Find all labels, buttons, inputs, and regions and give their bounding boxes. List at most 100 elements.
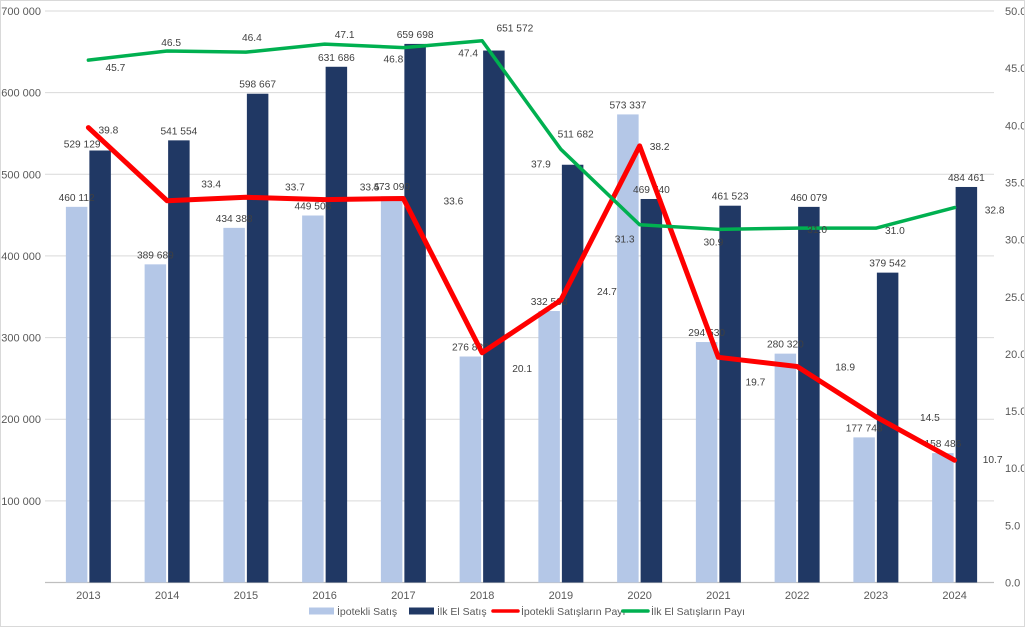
bar-ilk-el-satis-2015	[246, 93, 269, 583]
right-axis-tick-label: 45.0	[1005, 63, 1025, 75]
left-axis-tick-label: 100 000	[1, 496, 41, 508]
data-label-ilk-el-satis-2021: 461 523	[712, 192, 749, 203]
category-label-2019: 2019	[549, 590, 573, 602]
right-axis-tick-label: 0.0	[1005, 578, 1020, 590]
bar-ipotekli-satis-2015	[223, 227, 245, 583]
category-label-2024: 2024	[942, 590, 966, 602]
data-label-ipotekli-satislarin-payi-2015: 33.7	[285, 182, 305, 193]
data-label-ipotekli-satis-2020: 573 337	[609, 100, 646, 111]
data-label-ilk-el-satislarin-payi-2021: 30.9	[703, 237, 723, 248]
right-axis-labels: 50.0 45.0 40.0 35.0 30.0 25.0 20.0 15.0 10.0 5.0 0…	[1005, 6, 1025, 590]
data-label-ipotekli-satis-2014: 389 689	[137, 250, 174, 261]
data-label-ipotekli-satis-2024: 158 486	[924, 439, 961, 450]
data-label-ipotekli-satislarin-payi-2018: 20.1	[512, 364, 532, 375]
bar-ipotekli-satis-2023	[853, 437, 875, 583]
data-label-ipotekli-satislarin-payi-2016: 33.5	[360, 183, 380, 194]
data-label-ipotekli-satis-2022: 280 320	[767, 340, 804, 351]
data-label-ilk-el-satis-2019: 511 682	[558, 130, 594, 141]
category-label-2018: 2018	[470, 590, 494, 602]
data-label-ipotekli-satislarin-payi-2021: 19.7	[745, 377, 765, 388]
legend-label-ilk-el-satis: İlk El Satış	[437, 605, 487, 618]
data-label-ilk-el-satis-2015: 598 667	[239, 80, 276, 91]
data-label-ilk-el-satislarin-payi-2015: 46.4	[242, 33, 262, 44]
data-label-ilk-el-satislarin-payi-2016: 47.1	[335, 30, 355, 41]
bar-ipotekli-satis-2021	[695, 342, 718, 583]
data-label-ilk-el-satis-2014: 541 554	[160, 126, 197, 137]
line-ipotekli-satislarin-payi	[85, 125, 958, 463]
data-label-ilk-el-satis-2016: 631 686	[318, 53, 355, 64]
right-axis-tick-label: 20.0	[1005, 349, 1025, 361]
data-label-ipotekli-satislarin-payi-2014: 33.4	[201, 180, 221, 191]
category-label-2023: 2023	[864, 590, 888, 602]
category-label-2017: 2017	[391, 590, 415, 602]
gridlines	[45, 10, 994, 502]
bar-ilk-el-satis-2020	[640, 198, 663, 583]
category-label-2016: 2016	[312, 590, 336, 602]
bar-ilk-el-satis-2021	[719, 205, 741, 583]
category-label-2014: 2014	[155, 590, 179, 602]
data-label-ipotekli-satislarin-payi-2020: 38.2	[650, 142, 670, 153]
right-axis-tick-label: 25.0	[1005, 292, 1025, 304]
right-axis-tick-label: 50.0	[1005, 6, 1025, 18]
left-axis-tick-label: 300 000	[1, 333, 41, 345]
data-label-ipotekli-satislarin-payi-2019: 24.7	[597, 287, 617, 298]
data-label-ipotekli-satis-2023: 177 748	[846, 423, 883, 434]
data-label-ipotekli-satis-2016: 449 508	[294, 202, 331, 213]
left-axis-labels: 700 000 600 000 500 000 400 000 300 000 200 0…	[1, 6, 41, 508]
bar-ipotekli-satis-2016	[302, 215, 324, 583]
bars	[65, 43, 978, 583]
legend-item-ilk-el-satislarin-payi: İlk El Satışların Payı	[621, 605, 745, 618]
bar-ilk-el-satis-2014	[168, 140, 190, 583]
legend-item-ipotekli-satis: İpotekli Satış	[309, 605, 397, 618]
bar-ipotekli-satis-2024	[932, 453, 954, 583]
data-label-ipotekli-satis-2017: 473 099	[373, 182, 410, 193]
left-axis-tick-label: 400 000	[1, 251, 41, 263]
data-label-ipotekli-satis-2013: 460 112	[59, 193, 95, 204]
category-label-2022: 2022	[785, 590, 809, 602]
bar-ipotekli-satis-2019	[538, 311, 560, 583]
bar-ipotekli-satis-2014	[144, 264, 167, 583]
legend-item-ilk-el-satis: İlk El Satış	[409, 605, 487, 618]
data-label-ipotekli-satislarin-payi-2013: 39.8	[98, 126, 118, 137]
data-label-ilk-el-satis-2023: 379 542	[869, 259, 906, 270]
bar-ipotekli-satis-2022	[774, 353, 797, 583]
bar-ilk-el-satis-2016	[325, 66, 348, 583]
line-ilk-el-satislarin-payi	[86, 38, 957, 232]
right-axis-tick-label: 5.0	[1005, 520, 1020, 532]
data-label-ipotekli-satis-2015: 434 388	[216, 214, 253, 225]
data-label-ilk-el-satislarin-payi-2024: 32.8	[985, 206, 1005, 217]
data-label-ilk-el-satislarin-payi-2013: 45.7	[105, 63, 125, 74]
category-axis-labels: 2013 2014 2015 2016 2017 2018 2019 2020 2021 2022…	[76, 590, 967, 602]
data-label-ilk-el-satislarin-payi-2014: 46.5	[161, 38, 181, 49]
data-label-ilk-el-satislarin-payi-2023: 31.0	[885, 226, 905, 237]
legend-item-ipotekli-satislarin-payi: İpotekli Satışların Payı	[491, 605, 625, 618]
line-series	[85, 38, 958, 463]
left-axis-tick-label: 600 000	[1, 88, 41, 100]
right-axis-tick-label: 40.0	[1005, 120, 1025, 132]
bar-ilk-el-satis-2013	[89, 150, 111, 583]
legend-label-ilk-el-satislarin-payi: İlk El Satışların Payı	[651, 605, 745, 618]
data-label-ilk-el-satis-2013: 529 129	[64, 140, 101, 151]
data-label-ipotekli-satislarin-payi-2022: 18.9	[835, 362, 855, 373]
right-axis-tick-label: 35.0	[1005, 177, 1025, 189]
data-label-ipotekli-satislarin-payi-2024: 10.7	[983, 455, 1003, 466]
left-axis-tick-label: 500 000	[1, 169, 41, 181]
data-label-ipotekli-satislarin-payi-2017: 33.6	[443, 196, 463, 207]
data-label-ilk-el-satis-2017: 659 698	[397, 30, 434, 41]
data-label-ilk-el-satislarin-payi-2017: 46.8	[383, 55, 403, 66]
data-label-ipotekli-satis-2018: 276 820	[452, 342, 489, 353]
right-axis-tick-label: 15.0	[1005, 406, 1025, 418]
category-label-2020: 2020	[627, 590, 651, 602]
bar-ilk-el-satis-2023	[876, 272, 899, 583]
right-axis-tick-label: 10.0	[1005, 463, 1025, 475]
left-axis-tick-label: 700 000	[1, 6, 41, 18]
data-label-ipotekli-satis-2019: 332 508	[531, 297, 568, 308]
data-label-ipotekli-satislarin-payi-2023: 14.5	[920, 413, 940, 424]
category-label-2013: 2013	[76, 590, 100, 602]
bar-ipotekli-satis-2020	[617, 114, 639, 583]
data-label-ilk-el-satis-2024: 484 461	[948, 173, 985, 184]
right-axis-tick-label: 30.0	[1005, 235, 1025, 247]
bar-ilk-el-satis-2024	[955, 186, 978, 583]
bar-ipotekli-satis-2018	[459, 356, 482, 583]
